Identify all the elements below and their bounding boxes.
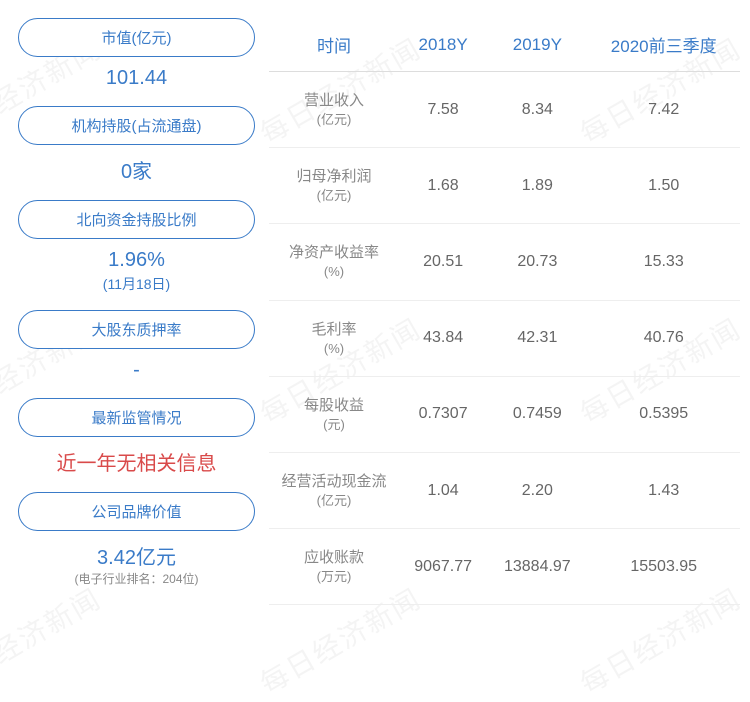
table-row: 净资产收益率 (%) 20.51 20.73 15.33	[269, 224, 740, 300]
brand-value-value: 3.42亿元 (电子行业排名：204位)	[18, 537, 255, 597]
row-roe-label: 净资产收益率 (%)	[269, 224, 399, 300]
row-label-unit: (亿元)	[273, 187, 395, 205]
table-row: 经营活动现金流 (亿元) 1.04 2.20 1.43	[269, 452, 740, 528]
cell: 7.58	[399, 72, 487, 148]
cell: 1.68	[399, 148, 487, 224]
financials-table-panel: 时间 2018Y 2019Y 2020前三季度 营业收入 (亿元) 7.58 8…	[265, 0, 750, 678]
col-2019: 2019Y	[487, 18, 587, 72]
row-label-text: 应收账款	[304, 549, 364, 566]
table-row: 营业收入 (亿元) 7.58 8.34 7.42	[269, 72, 740, 148]
row-ocf-label: 经营活动现金流 (亿元)	[269, 452, 399, 528]
institution-holding-label: 机构持股(占流通盘)	[18, 106, 255, 145]
northbound-date: (11月18日)	[18, 274, 255, 294]
cell: 7.42	[587, 72, 740, 148]
row-label-text: 归母净利润	[296, 168, 371, 185]
northbound-value: 1.96% (11月18日)	[18, 245, 255, 304]
northbound-pct: 1.96%	[108, 249, 165, 271]
cell: 1.43	[587, 452, 740, 528]
row-label-text: 毛利率	[311, 321, 356, 338]
row-label-text: 每股收益	[304, 397, 364, 414]
pledge-rate-value: -	[18, 355, 255, 392]
cell: 15.33	[587, 224, 740, 300]
cell: 42.31	[487, 300, 587, 376]
row-label-text: 经营活动现金流	[281, 473, 386, 490]
cell: 2.20	[487, 452, 587, 528]
row-revenue-label: 营业收入 (亿元)	[269, 72, 399, 148]
institution-holding-value: 0家	[18, 151, 255, 194]
row-label-text: 净资产收益率	[289, 244, 379, 261]
market-cap-label: 市值(亿元)	[18, 18, 255, 57]
financials-table: 时间 2018Y 2019Y 2020前三季度 营业收入 (亿元) 7.58 8…	[269, 18, 740, 605]
row-label-unit: (亿元)	[273, 111, 395, 129]
table-header-row: 时间 2018Y 2019Y 2020前三季度	[269, 18, 740, 72]
northbound-label: 北向资金持股比例	[18, 200, 255, 239]
regulation-label: 最新监管情况	[18, 398, 255, 437]
pledge-rate-label: 大股东质押率	[18, 310, 255, 349]
market-cap-value: 101.44	[18, 63, 255, 100]
brand-value-amount: 3.42亿元	[97, 547, 176, 569]
cell: 0.5395	[587, 376, 740, 452]
cell: 20.51	[399, 224, 487, 300]
row-label-unit: (亿元)	[273, 492, 395, 510]
row-label-unit: (元)	[273, 416, 395, 434]
cell: 15503.95	[587, 529, 740, 605]
brand-value-label: 公司品牌价值	[18, 492, 255, 531]
cell: 1.89	[487, 148, 587, 224]
col-time: 时间	[269, 18, 399, 72]
table-row: 归母净利润 (亿元) 1.68 1.89 1.50	[269, 148, 740, 224]
row-grossmargin-label: 毛利率 (%)	[269, 300, 399, 376]
row-netprofit-label: 归母净利润 (亿元)	[269, 148, 399, 224]
cell: 13884.97	[487, 529, 587, 605]
cell: 1.50	[587, 148, 740, 224]
col-2018: 2018Y	[399, 18, 487, 72]
row-label-unit: (万元)	[273, 568, 395, 586]
cell: 1.04	[399, 452, 487, 528]
cell: 20.73	[487, 224, 587, 300]
col-2020q3: 2020前三季度	[587, 18, 740, 72]
regulation-value: 近一年无相关信息	[18, 443, 255, 486]
row-label-text: 营业收入	[304, 92, 364, 109]
cell: 8.34	[487, 72, 587, 148]
cell: 0.7307	[399, 376, 487, 452]
table-row: 应收账款 (万元) 9067.77 13884.97 15503.95	[269, 529, 740, 605]
row-eps-label: 每股收益 (元)	[269, 376, 399, 452]
row-receivables-label: 应收账款 (万元)	[269, 529, 399, 605]
cell: 9067.77	[399, 529, 487, 605]
table-row: 每股收益 (元) 0.7307 0.7459 0.5395	[269, 376, 740, 452]
cell: 0.7459	[487, 376, 587, 452]
left-stats-panel: 市值(亿元) 101.44 机构持股(占流通盘) 0家 北向资金持股比例 1.9…	[0, 0, 265, 678]
row-label-unit: (%)	[273, 340, 395, 358]
table-row: 毛利率 (%) 43.84 42.31 40.76	[269, 300, 740, 376]
row-label-unit: (%)	[273, 263, 395, 281]
cell: 43.84	[399, 300, 487, 376]
brand-value-rank: (电子行业排名：204位)	[18, 570, 255, 587]
cell: 40.76	[587, 300, 740, 376]
